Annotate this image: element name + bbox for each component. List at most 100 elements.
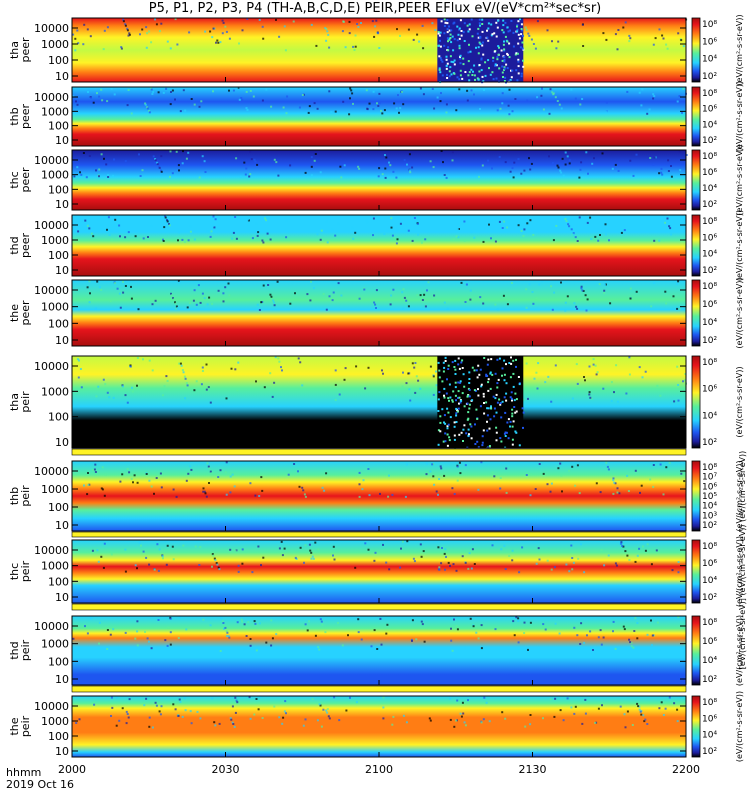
heatmap-noise [613,481,616,484]
heatmap-noise [379,617,382,620]
heatmap-noise [402,714,405,717]
dropout-noise [491,373,494,376]
heatmap-noise [628,638,631,641]
heatmap-noise [103,542,106,545]
heatmap-noise [365,219,368,222]
heatmap-noise [583,571,586,574]
heatmap-noise [440,467,443,470]
dropout-noise [495,439,498,442]
heatmap-noise [437,568,440,571]
heatmap-noise [226,631,229,634]
heatmap-body [72,215,686,276]
heatmap-noise [669,227,672,230]
heatmap-noise [571,557,574,559]
heatmap-noise [676,720,679,723]
dropout-noise [515,358,517,361]
heatmap-noise [413,560,416,563]
y-tick-label: 1000 [41,38,69,51]
heatmap-noise [92,101,95,104]
heatmap-noise [162,238,164,241]
heatmap-noise [411,619,414,622]
heatmap-noise [119,235,121,238]
heatmap-noise [249,89,252,92]
heatmap-noise [219,469,222,472]
heatmap-noise [343,378,346,381]
heatmap-noise [189,710,192,713]
heatmap-noise [157,569,160,572]
dropout-noise [454,373,457,375]
panel-ylabel: peir [19,639,32,661]
heatmap-noise [169,617,172,620]
dropout-noise [481,23,484,25]
heatmap-noise [659,394,662,397]
heatmap-noise [402,103,405,106]
heatmap-noise [629,37,632,40]
heatmap-noise [597,636,600,639]
dropout-noise [444,360,447,362]
heatmap-noise [511,559,514,562]
heatmap-noise [506,303,509,306]
dropout-noise [444,432,447,435]
heatmap-noise [422,93,425,96]
heatmap-noise [614,163,617,166]
heatmap-noise [429,719,432,722]
dropout-noise [512,45,515,48]
heatmap-noise [174,302,177,305]
heatmap-noise [266,232,269,235]
heatmap-noise [453,725,456,728]
heatmap-noise [586,221,589,224]
heatmap-noise [564,301,567,304]
heatmap-noise [146,106,149,109]
dropout-noise [450,41,453,44]
x-axis-label-date: 2019 Oct 16 [6,778,75,791]
heatmap-noise [445,555,447,558]
dropout-noise [447,40,449,43]
dropout-noise [477,52,480,55]
heatmap-noise [110,696,113,699]
heatmap-noise [117,647,120,650]
dropout-noise [515,52,518,55]
dropout-noise [511,412,514,415]
heatmap-noise [421,299,424,301]
heatmap-noise [373,35,376,38]
heatmap-noise [338,719,341,722]
dropout-noise [502,31,505,34]
dropout-noise [479,42,482,45]
y-tick-label: 10 [55,198,69,211]
heatmap-noise [661,173,664,176]
dropout-noise [486,36,489,39]
dropout-noise [481,75,484,78]
heatmap-noise [333,696,336,699]
heatmap-noise [378,92,381,95]
heatmap-noise [455,569,458,572]
heatmap-noise [616,400,619,403]
heatmap-noise [451,151,454,154]
heatmap-noise [212,27,215,30]
heatmap-noise [638,91,641,94]
heatmap-noise [155,23,158,26]
heatmap-noise [684,379,686,382]
heatmap-noise [537,547,540,550]
y-tick-label: 10000 [34,544,69,557]
heatmap-body [72,87,686,146]
heatmap-noise [241,548,244,551]
heatmap-noise [370,645,373,648]
heatmap-noise [269,238,272,241]
heatmap-noise [277,174,280,177]
heatmap-noise [352,45,355,48]
heatmap-noise [593,157,595,160]
heatmap-noise [609,302,612,305]
dropout-noise [452,61,455,64]
heatmap-noise [118,650,121,653]
heatmap-noise [301,94,304,96]
heatmap-noise [550,568,553,571]
heatmap-noise [86,28,89,31]
heatmap-noise [660,171,663,174]
colorbar-label: (eV/(cm²-s-sr-eV)) [735,366,744,437]
heatmap-noise [325,39,328,42]
heatmap-noise [549,88,552,91]
dropout-noise [518,383,521,386]
heatmap-noise [536,20,539,23]
dropout-noise [459,54,462,57]
heatmap-noise [418,40,421,43]
